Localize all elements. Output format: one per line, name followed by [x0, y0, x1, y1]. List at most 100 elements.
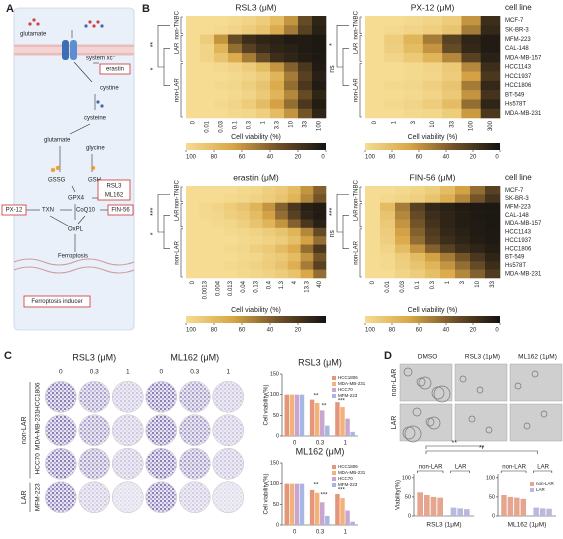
- legend-label: HCC1806: [338, 375, 358, 380]
- heatmap-cell: [249, 227, 263, 237]
- colorbar-label: Cell viability (%): [231, 134, 281, 141]
- heatmap-cell: [287, 194, 301, 204]
- heatmap-cell: [287, 236, 301, 245]
- heatmap-cell: [186, 25, 201, 35]
- colony-stain: [213, 482, 244, 513]
- micrograph: [454, 403, 508, 442]
- heatmap-cell: [200, 34, 215, 45]
- heatmap-cell: [300, 202, 314, 212]
- heatmap-cell: [380, 186, 396, 195]
- heatmap-cell: [228, 34, 243, 45]
- colony-stain: [45, 415, 76, 446]
- cell-line-label: Hs578T: [505, 263, 526, 269]
- heatmap-cell: [312, 43, 327, 54]
- cell-spheroid: [418, 376, 432, 390]
- heatmap-cell: [287, 202, 301, 212]
- heatmap-cell: [300, 211, 314, 220]
- heatmap-cell: [284, 34, 299, 45]
- heatmap-cell: [422, 71, 443, 82]
- heatmap-cell: [470, 236, 486, 245]
- heatmap-cell: [275, 269, 289, 279]
- heatmap-cell: [365, 211, 381, 220]
- legend-label: MFM-223: [338, 482, 358, 487]
- y-tick-label: 100: [402, 475, 411, 481]
- heatmap-cell: [470, 244, 486, 254]
- heatmap-cell: [442, 25, 462, 35]
- colorbar-tick-label: 100: [186, 155, 197, 161]
- legend-swatch: [530, 488, 534, 492]
- heatmap-cell: [312, 99, 327, 110]
- cell-spheroid: [459, 375, 467, 383]
- heatmap-cell: [242, 16, 257, 26]
- colorbar-label: Cell viability (%): [408, 307, 458, 314]
- heatmap-cell: [200, 62, 215, 72]
- heatmap-cell: [380, 219, 396, 229]
- heatmap-cell: [384, 62, 404, 72]
- heatmap-cell: [270, 34, 285, 45]
- heatmap-cell: [228, 71, 243, 82]
- heatmap-cell: [211, 269, 225, 279]
- heatmap-cell: [384, 25, 404, 35]
- inducer-box: [99, 63, 131, 75]
- group-label: LAR: [175, 209, 181, 221]
- heatmap-cell: [470, 252, 486, 262]
- heatmap-cell: [480, 80, 501, 91]
- heatmap-cell: [236, 202, 250, 212]
- heatmap-cell: [262, 194, 276, 204]
- group-bracket: [359, 16, 362, 34]
- micrograph-row-label: non-LAR: [391, 369, 398, 397]
- y-tick-label: 100: [270, 481, 279, 487]
- legend-label: MFM-223: [338, 393, 358, 398]
- bar: [520, 498, 527, 516]
- heatmap-cell: [422, 25, 443, 35]
- heatmap-cell: [461, 43, 482, 54]
- cell-line-label: HCC1806: [35, 382, 42, 411]
- legend-label: non-LAR: [536, 481, 555, 486]
- column-label: 33: [303, 120, 309, 127]
- group-label: non-LAR: [175, 78, 181, 102]
- dose-label: 0.3: [190, 369, 199, 376]
- legend-swatch: [332, 477, 336, 481]
- bar: [284, 483, 289, 525]
- colorbar-tick-label: 80: [389, 155, 396, 161]
- group-bracket: [359, 35, 362, 62]
- group-label: LAR: [175, 42, 181, 54]
- heatmap-cell: [298, 53, 313, 63]
- heatmap-cell: [480, 108, 501, 119]
- group-bracket: [359, 63, 362, 118]
- heatmap-cell: [480, 16, 501, 26]
- group-bracket: [180, 203, 183, 228]
- chart-title: ML162 (μM): [296, 446, 345, 456]
- heatmap-cell: [287, 211, 301, 220]
- significance: **: [479, 445, 485, 452]
- heatmap-cell: [275, 261, 289, 270]
- significance: **: [452, 440, 458, 447]
- heatmap-cell: [313, 236, 327, 245]
- heatmap-cell: [270, 108, 285, 119]
- heatmap-cell: [410, 252, 426, 262]
- colorbar-tick-label: 80: [211, 155, 218, 161]
- legend-label: LAR: [536, 487, 546, 492]
- heatmap-cell: [198, 219, 212, 229]
- heatmap-cell: [312, 53, 327, 63]
- bar: [345, 418, 350, 436]
- micrograph: [399, 363, 453, 402]
- column-label: 0: [370, 280, 376, 284]
- column-label: 3.3: [275, 120, 281, 129]
- heatmap-cell: [365, 99, 385, 110]
- heatmap-cell: [284, 99, 299, 110]
- heatmap-cell: [442, 34, 462, 45]
- heatmap-cell: [256, 25, 271, 35]
- heatmap-cell: [300, 227, 314, 237]
- heatmap-cell: [461, 90, 482, 100]
- micrograph-row-label: LAR: [391, 416, 398, 430]
- heatmap-title: RSL3 (μM): [235, 2, 276, 12]
- panel-label: A: [6, 3, 14, 15]
- heatmap-cell: [224, 194, 238, 204]
- column-label: 0: [372, 120, 378, 124]
- y-tick-label: 0: [276, 522, 279, 528]
- column-label: 300: [488, 120, 494, 131]
- colony-stain: [146, 448, 177, 479]
- heatmap-cell: [365, 43, 385, 54]
- significance: **: [322, 404, 327, 410]
